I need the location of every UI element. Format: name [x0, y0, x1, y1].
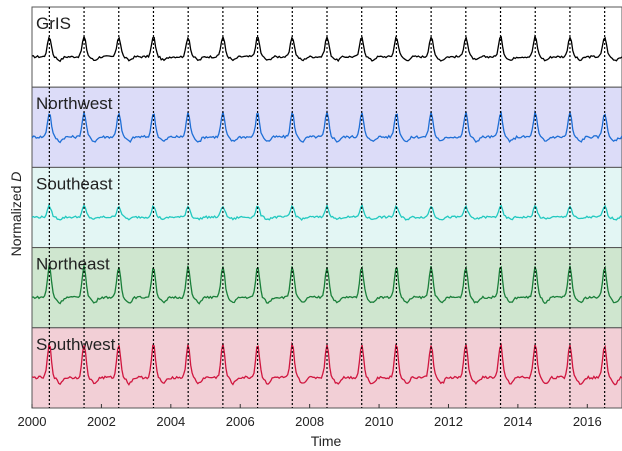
- panel-label: GrIS: [36, 14, 71, 33]
- x-tick-label: 2008: [295, 414, 324, 429]
- y-axis-label-text: Normalized: [8, 182, 24, 257]
- x-axis-label: Time: [311, 433, 342, 449]
- x-tick-label: 2002: [87, 414, 116, 429]
- y-axis-label-variable: D: [8, 172, 24, 182]
- x-tick-label: 2006: [226, 414, 255, 429]
- panel-label: Northeast: [36, 255, 110, 274]
- x-tick-label: 2004: [156, 414, 185, 429]
- panel-label: Southeast: [36, 174, 113, 193]
- x-tick-label: 2016: [573, 414, 602, 429]
- x-tick-label: 2012: [434, 414, 463, 429]
- panel-label: Southwest: [36, 335, 116, 354]
- y-axis-label: Normalized D: [8, 172, 24, 257]
- x-tick-label: 2000: [18, 414, 47, 429]
- panel-label: Northwest: [36, 94, 113, 113]
- x-tick-label: 2014: [503, 414, 532, 429]
- x-axis-ticks: 2000 2002 2004 2006 2008 2010 2012 2014 2016: [18, 404, 602, 429]
- vertical-markers: [48, 7, 606, 408]
- x-tick-label: 2010: [365, 414, 394, 429]
- series-line-gris: [31, 34, 622, 63]
- series-line-southeast: [31, 203, 622, 222]
